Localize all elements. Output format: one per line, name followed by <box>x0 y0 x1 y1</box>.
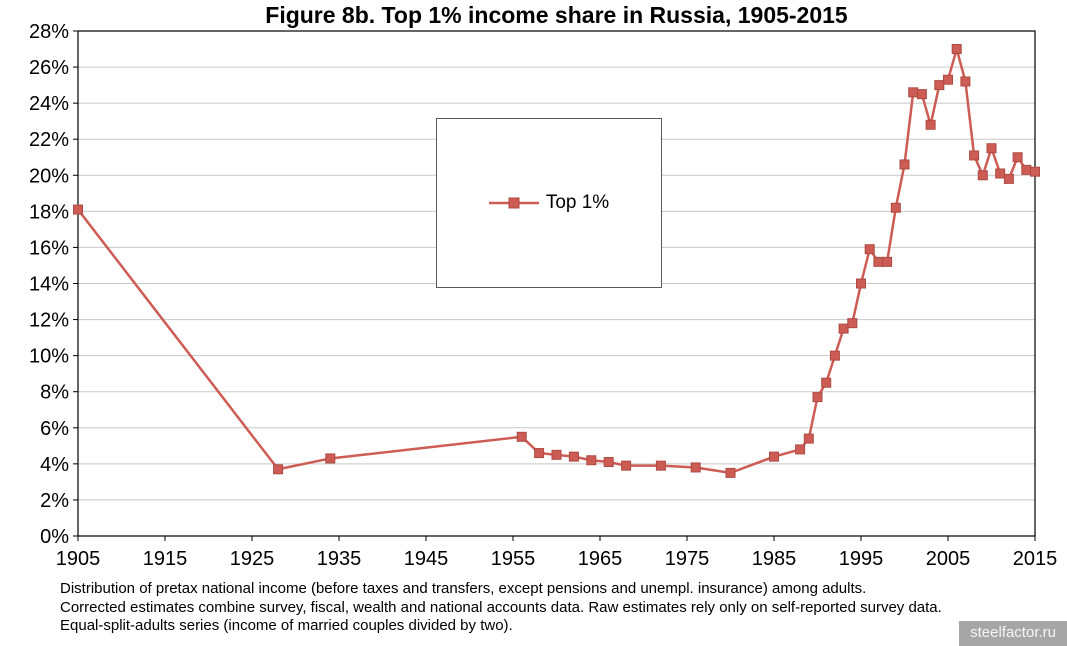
y-axis-label: 26% <box>29 57 69 79</box>
data-point-marker <box>795 444 806 455</box>
data-point-marker <box>995 168 1006 179</box>
data-point-marker <box>986 143 997 154</box>
y-axis-label: 6% <box>40 418 69 440</box>
x-axis-label: 2005 <box>926 548 971 570</box>
data-point-marker <box>1030 166 1040 177</box>
y-axis-label: 4% <box>40 454 69 476</box>
data-point-marker <box>951 44 962 55</box>
data-point-marker <box>725 467 736 478</box>
data-point-marker <box>73 204 83 215</box>
data-point-marker <box>847 318 858 329</box>
y-axis-label: 16% <box>29 237 69 259</box>
data-point-marker <box>586 455 597 466</box>
x-axis-label: 2015 <box>1013 548 1058 570</box>
data-point-marker <box>621 460 632 471</box>
data-point-marker <box>977 170 988 181</box>
data-point-marker <box>551 449 562 460</box>
data-point-marker <box>812 392 823 403</box>
data-point-marker <box>655 460 666 471</box>
data-point-marker <box>534 448 545 459</box>
data-point-marker <box>882 256 893 267</box>
y-axis-label: 24% <box>29 93 69 115</box>
x-axis-label: 1955 <box>491 548 536 570</box>
y-axis-label: 10% <box>29 346 69 368</box>
data-point-marker <box>864 244 875 255</box>
data-point-marker <box>908 87 919 98</box>
data-point-marker <box>925 119 936 130</box>
y-axis-label: 28% <box>29 21 69 43</box>
y-axis-label: 14% <box>29 274 69 296</box>
data-point-marker <box>568 451 579 462</box>
data-point-marker <box>890 202 901 213</box>
data-point-marker <box>960 76 971 87</box>
y-axis-label: 18% <box>29 201 69 223</box>
y-axis-label: 2% <box>40 490 69 512</box>
data-point-marker <box>838 323 849 334</box>
y-axis-label: 20% <box>29 165 69 187</box>
legend-square-marker <box>508 197 520 209</box>
data-point-marker <box>821 377 832 388</box>
x-axis-label: 1985 <box>752 548 797 570</box>
footnote-line-2: Corrected estimates combine survey, fisc… <box>60 598 942 616</box>
legend-entry: Top 1% <box>488 192 610 214</box>
footnote-line-3: Equal-split-adults series (income of mar… <box>60 617 513 634</box>
y-axis-label: 12% <box>29 310 69 332</box>
x-axis-label: 1935 <box>317 548 362 570</box>
data-point-marker <box>829 350 840 361</box>
data-point-marker <box>1012 152 1023 163</box>
data-point-marker <box>934 80 945 91</box>
data-point-marker <box>943 74 953 85</box>
x-axis-label: 1965 <box>578 548 623 570</box>
x-axis-label: 1905 <box>56 548 101 570</box>
data-point-marker <box>856 278 866 289</box>
legend-marker-sample <box>488 197 539 209</box>
data-point-marker <box>769 451 779 462</box>
data-point-marker <box>603 457 614 468</box>
y-axis-label: 22% <box>29 129 69 151</box>
x-axis-label: 1945 <box>404 548 449 570</box>
data-point-marker <box>273 464 284 475</box>
footnote-line-1: Distribution of pretax national income (… <box>60 580 867 597</box>
chart-footnotes: Distribution of pretax national income (… <box>60 580 942 636</box>
watermark-label: steelfactor.ru <box>959 621 1067 646</box>
data-point-marker <box>969 150 980 161</box>
x-axis-label: 1915 <box>143 548 188 570</box>
data-point-marker <box>803 433 814 444</box>
x-axis-label: 1925 <box>230 548 275 570</box>
data-point-marker <box>1003 173 1014 184</box>
chart-title: Figure 8b. Top 1% income share in Russia… <box>265 2 848 28</box>
legend-label: Top 1% <box>545 192 610 213</box>
data-point-marker <box>1021 164 1032 175</box>
chart-canvas: 0% 2% 4% 6% 8% 10% 12% 14% 16% 18% 20% 22% 24% 26% 28%… <box>29 21 1058 570</box>
data-point-marker <box>916 89 927 100</box>
data-point-marker <box>516 431 527 442</box>
data-point-marker <box>690 462 701 473</box>
data-point-marker <box>325 453 336 464</box>
legend-box: Top 1% <box>436 118 662 288</box>
data-point-marker <box>899 159 910 170</box>
y-axis-label: 0% <box>40 526 69 548</box>
data-point-marker <box>873 256 884 267</box>
y-axis-label: 8% <box>40 382 69 404</box>
x-axis-label: 1975 <box>665 548 710 570</box>
x-axis-label: 1995 <box>839 548 884 570</box>
